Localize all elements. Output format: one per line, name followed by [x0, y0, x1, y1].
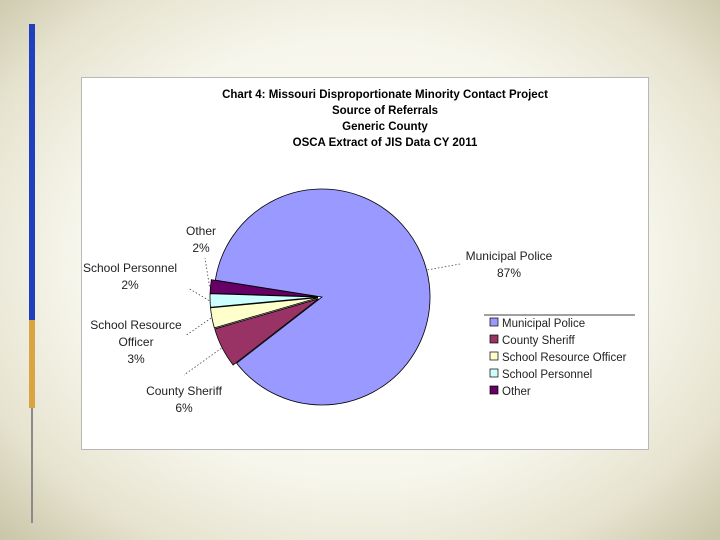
blue-accent-bar	[29, 24, 35, 320]
legend-label-school-resource-officer: School Resource Officer	[502, 352, 627, 364]
pie-slice-school-personnel	[209, 293, 319, 308]
pie-slice-municipal-police	[214, 188, 431, 406]
chart-title-line-4: OSCA Extract of JIS Data CY 2011	[293, 137, 478, 149]
data-label-county-sheriff: County Sheriff 6%	[146, 384, 222, 415]
pie-slice-school-resource-officer	[210, 297, 319, 329]
data-label-other: Other 2%	[186, 224, 216, 255]
legend-swatch-school-personnel	[489, 368, 499, 378]
legend-swatch-other	[489, 385, 499, 395]
gray-accent-line	[31, 408, 33, 523]
leader-line-county-sheriff	[183, 347, 222, 376]
data-label-municipal-police: Municipal Police 87%	[466, 249, 553, 280]
legend-label-county-sheriff: County Sheriff	[502, 335, 575, 347]
legend-swatch-municipal-police	[489, 317, 499, 327]
chart-title-line-3: Generic County	[342, 121, 428, 133]
legend-label-other: Other	[502, 386, 531, 398]
leader-line-school-resource-officer	[184, 317, 212, 337]
pie-slice-other	[209, 279, 319, 298]
legend-label-school-personnel: School Personnel	[502, 369, 592, 381]
leader-line-school-personnel	[187, 287, 210, 301]
chart-title-line-2: Source of Referrals	[332, 105, 438, 117]
legend-swatch-school-resource-officer	[489, 351, 499, 361]
pie-slice-county-sheriff	[214, 298, 319, 366]
gold-accent-bar	[29, 320, 35, 408]
data-label-school-resource-officer: School Resource Officer 3%	[90, 318, 182, 366]
leader-line-other	[204, 257, 210, 287]
data-label-school-personnel: School Personnel 2%	[83, 261, 177, 292]
chart-title-line-1: Chart 4: Missouri Disproportionate Minor…	[222, 89, 548, 101]
legend-label-municipal-police: Municipal Police	[502, 318, 585, 330]
chart-title: Chart 4: Missouri Disproportionate Minor…	[222, 89, 548, 149]
leader-line-municipal-police	[427, 263, 461, 271]
legend-swatch-county-sheriff	[489, 334, 499, 344]
